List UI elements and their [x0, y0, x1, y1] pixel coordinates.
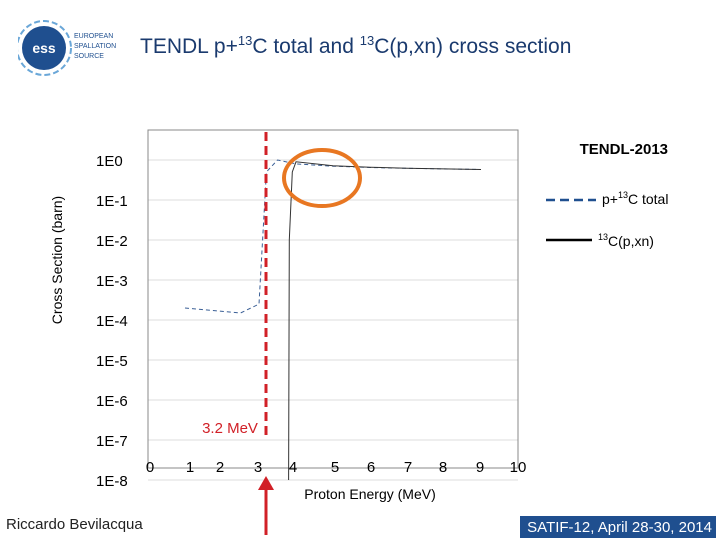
legend-label-total: p+13C total — [602, 190, 668, 207]
x-tick-label: 4 — [289, 459, 297, 476]
plot-frame — [147, 129, 519, 469]
logo-line-2: SPALLATION — [74, 43, 116, 50]
x-axis-label: Proton Energy (MeV) — [304, 486, 436, 502]
y-tick-label: 1E-6 — [96, 393, 128, 410]
x-tick-label: 3 — [254, 459, 262, 476]
logo-circle — [22, 26, 66, 70]
threshold-label: 3.2 MeV — [202, 420, 258, 437]
legend-label-pxn: 13C(p,xn) — [598, 232, 654, 249]
legend: p+13C total 13C(p,xn) — [546, 190, 668, 249]
logo-mark: ess — [32, 40, 56, 56]
title-part-1: TENDL p+ — [140, 35, 238, 58]
slide-title: TENDL p+13C total and 13C(p,xn) cross se… — [140, 33, 571, 59]
y-tick-label: 1E-7 — [96, 433, 128, 450]
footer-conference: SATIF-12, April 28-30, 2014 — [520, 516, 716, 538]
x-tick-label: 10 — [510, 459, 527, 476]
series-line-13c-pxn — [288, 161, 482, 481]
x-tick-label: 2 — [216, 459, 224, 476]
y-tick-label: 1E-8 — [96, 473, 128, 490]
y-tick-label: 1E-3 — [96, 273, 128, 290]
x-tick-label: 1 — [186, 459, 194, 476]
logo-line-1: EUROPEAN — [74, 33, 113, 40]
title-part-2: C total and — [252, 35, 360, 58]
ess-logo: ess EUROPEAN SPALLATION SOURCE — [16, 18, 122, 80]
series-line-p13c-total — [184, 159, 482, 314]
highlight-ellipse — [282, 148, 362, 208]
y-tick-label: 1E-4 — [96, 313, 128, 330]
title-sup-2: 13 — [359, 33, 375, 48]
y-tick-label: 1E-1 — [96, 193, 128, 210]
y-axis-label: Cross Section (barn) — [49, 196, 65, 324]
y-tick-label: 1E0 — [96, 153, 123, 170]
title-part-3: C(p,xn) cross section — [374, 35, 572, 58]
x-tick-label: 6 — [367, 459, 375, 476]
footer-author: Riccardo Bevilacqua — [6, 516, 143, 533]
title-sup-1: 13 — [237, 33, 253, 48]
x-tick-label: 5 — [331, 459, 339, 476]
chart-title: TENDL-2013 — [580, 141, 668, 158]
x-tick-label: 9 — [476, 459, 484, 476]
y-tick-label: 1E-5 — [96, 353, 128, 370]
x-tick-label: 7 — [404, 459, 412, 476]
logo-line-3: SOURCE — [74, 53, 104, 60]
x-tick-label: 8 — [439, 459, 447, 476]
threshold-arrow-head — [258, 476, 274, 490]
x-tick-label: 0 — [146, 459, 154, 476]
y-tick-label: 1E-2 — [96, 233, 128, 250]
